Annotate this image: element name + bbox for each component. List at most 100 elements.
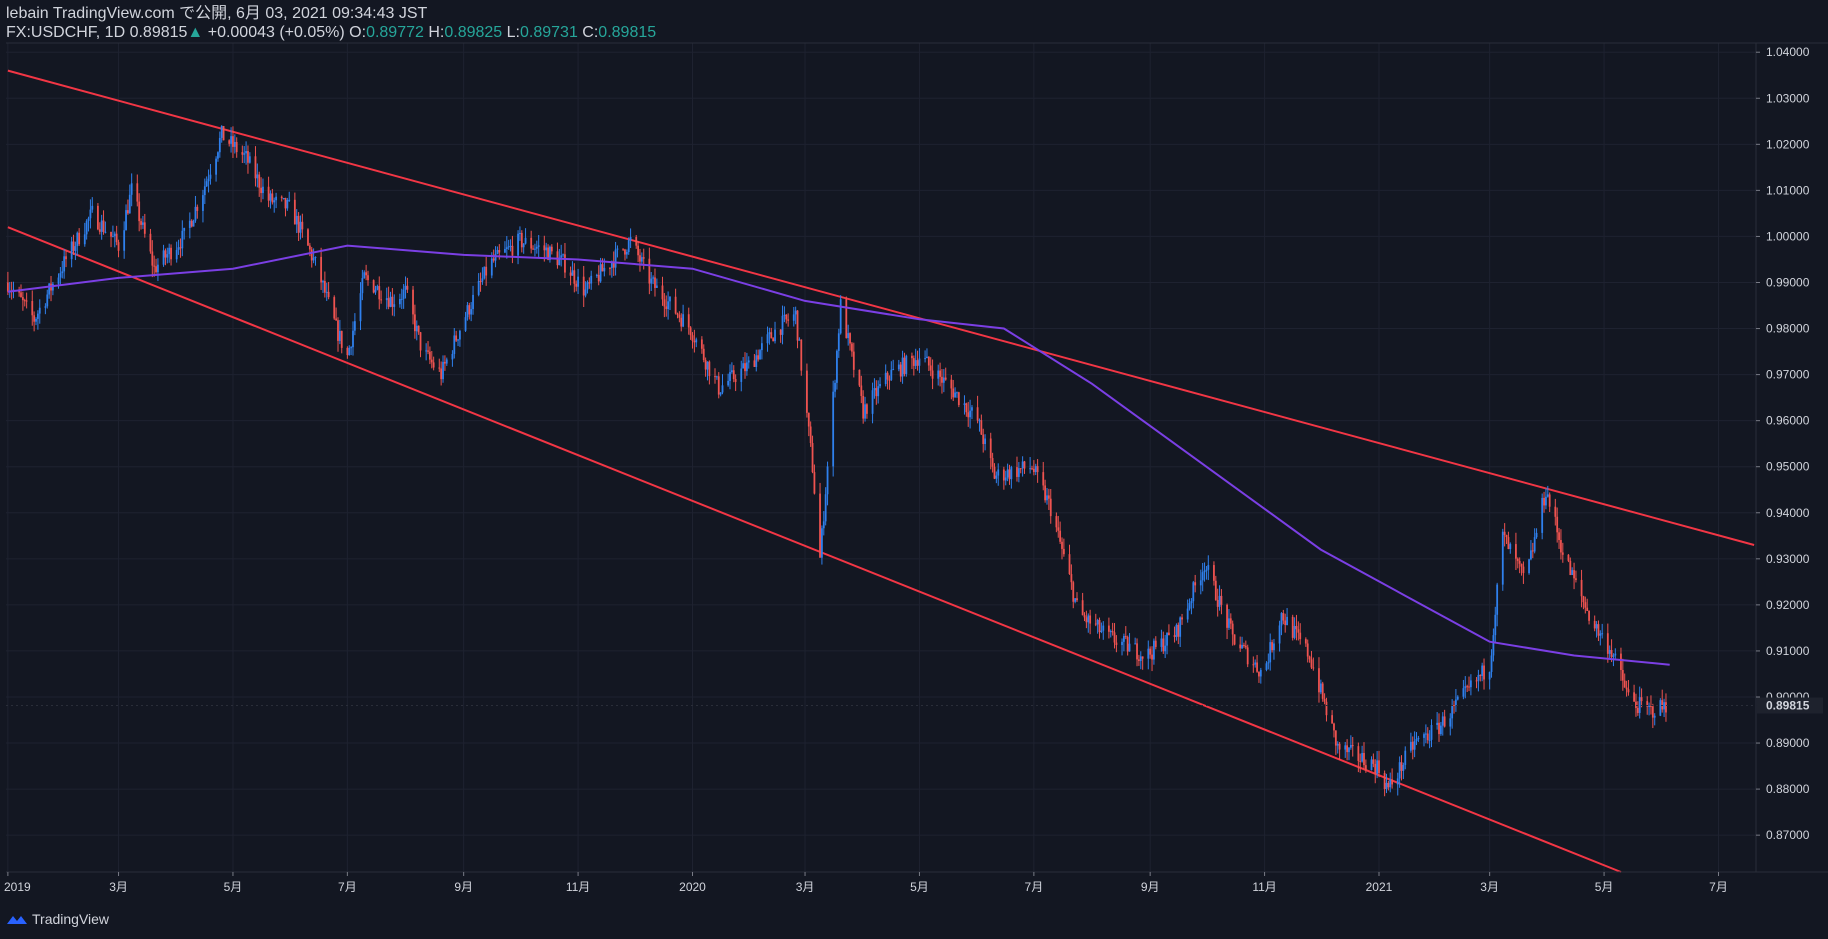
- candle-body: [1318, 668, 1320, 693]
- candle-body: [661, 285, 664, 300]
- candle-body: [425, 350, 428, 352]
- candle-body: [1128, 643, 1131, 652]
- y-tick-label: 0.94000: [1766, 506, 1810, 520]
- candle-body: [522, 243, 525, 248]
- candle-body: [222, 126, 225, 141]
- candle-body: [1494, 614, 1497, 636]
- candle-body: [866, 404, 868, 414]
- candle-body: [509, 245, 512, 247]
- candle-body: [1186, 608, 1189, 620]
- candle-body: [1046, 495, 1048, 501]
- candle-body: [1293, 625, 1296, 638]
- candle-body: [1569, 560, 1572, 576]
- candle-body: [1449, 718, 1452, 727]
- candle-body: [445, 359, 448, 364]
- candle-body: [340, 330, 343, 348]
- candle-body: [792, 314, 795, 321]
- candle-body: [524, 237, 527, 244]
- candle-body: [766, 334, 769, 344]
- candle-body: [352, 330, 354, 348]
- candle-body: [927, 356, 930, 366]
- candle-body: [1233, 634, 1236, 645]
- candle-body: [571, 270, 574, 276]
- footer-branding[interactable]: TradingView: [6, 911, 109, 927]
- candle-body: [1556, 516, 1559, 533]
- candle-body: [1213, 565, 1215, 581]
- candle-body: [157, 264, 159, 273]
- trendlines: [7, 69, 1755, 873]
- candle-body: [693, 340, 696, 343]
- candle-body: [1008, 469, 1011, 480]
- candle-body: [23, 300, 26, 302]
- chart-grid: [6, 43, 1756, 872]
- candle-body: [911, 355, 913, 359]
- candle-body: [1220, 595, 1223, 605]
- candle-body: [595, 274, 598, 276]
- candle-body: [717, 376, 720, 395]
- candle-body: [629, 237, 632, 241]
- candle-body: [1154, 640, 1157, 647]
- chart-header: lebain TradingView.com で公開, 6月 03, 2021 …: [6, 4, 656, 42]
- time-axis[interactable]: 2019 3月 5月 7月 9月 11月 2020 3月 5月 7月 9月 11月 2021 3月 5月 7月: [4, 880, 1728, 894]
- candle-body: [413, 314, 416, 332]
- candle-body: [1558, 532, 1560, 541]
- candle-body: [954, 392, 956, 398]
- candle-body: [494, 254, 497, 261]
- candle-body: [918, 358, 921, 366]
- candle-body: [1346, 745, 1349, 753]
- candle-body: [1404, 750, 1407, 765]
- candle-body: [1481, 665, 1484, 677]
- candle-body: [860, 385, 863, 396]
- candle-body: [142, 222, 144, 225]
- candle-body: [1273, 643, 1275, 651]
- candle-body: [1100, 630, 1103, 633]
- candle-body: [879, 384, 881, 387]
- candle-body: [1297, 629, 1300, 633]
- candle-body: [1168, 632, 1170, 636]
- candle-body: [1601, 633, 1604, 635]
- candle-body: [477, 280, 480, 295]
- candle-body: [941, 376, 943, 383]
- candle-body: [864, 404, 866, 419]
- candle-body: [1648, 705, 1650, 707]
- x-tick-label: 11月: [1252, 880, 1276, 894]
- candle-body: [734, 379, 737, 382]
- candle-body: [1436, 722, 1439, 726]
- candle-body: [1378, 760, 1380, 774]
- candle-body: [1567, 554, 1570, 561]
- candle-body: [995, 475, 998, 479]
- candle-body: [719, 392, 722, 395]
- candle-body: [642, 257, 645, 259]
- candle-body: [1336, 743, 1339, 746]
- candle-body: [997, 469, 1000, 476]
- candle-body: [415, 325, 418, 332]
- candle-body: [1593, 620, 1596, 629]
- candle-body: [1312, 667, 1315, 669]
- candle-body: [1633, 692, 1635, 702]
- candle-body: [136, 183, 139, 202]
- candle-body: [1244, 645, 1247, 648]
- candle-body: [387, 298, 390, 307]
- candle-body: [612, 261, 615, 268]
- candle-body: [288, 199, 291, 201]
- candle-body: [297, 215, 300, 233]
- candle-body: [220, 126, 223, 138]
- low-label: L:: [506, 24, 520, 41]
- candlesticks: [6, 125, 1667, 797]
- publish-line: lebain TradingView.com で公開, 6月 03, 2021 …: [6, 5, 428, 22]
- candle-body: [1653, 715, 1656, 718]
- candle-body: [732, 370, 735, 380]
- candle-body: [115, 233, 118, 243]
- candle-body: [819, 493, 821, 558]
- candle-body: [335, 318, 338, 321]
- x-tick-label: 2019: [4, 880, 31, 894]
- candle-body: [796, 310, 799, 341]
- candle-body: [811, 442, 814, 473]
- candle-body: [301, 221, 304, 230]
- price-axis[interactable]: 1.04000 1.03000 1.02000 1.01000 1.00000 0.990…: [1766, 45, 1810, 842]
- candle-body: [1361, 752, 1364, 762]
- candle-body: [625, 251, 628, 255]
- candle-body: [1258, 671, 1260, 677]
- candle-body: [1282, 613, 1285, 621]
